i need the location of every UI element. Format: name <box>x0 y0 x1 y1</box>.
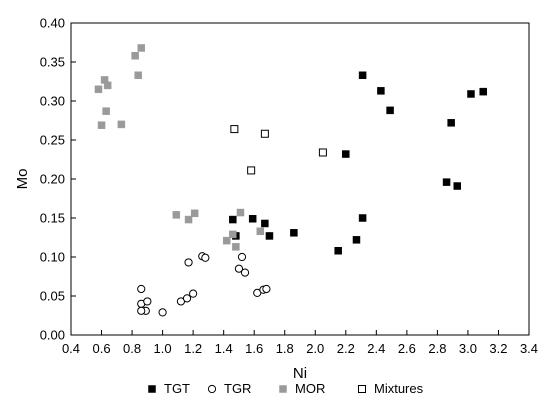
data-point-tgt <box>261 219 269 228</box>
data-point-tgt <box>358 214 367 222</box>
data-point-tgt <box>453 182 461 190</box>
x-tick-label: 2.2 <box>337 341 355 356</box>
legend-item-tgr: TGR <box>207 381 251 396</box>
y-tick-label: 0.10 <box>40 250 65 265</box>
x-tick-label: 2.0 <box>306 341 324 356</box>
x-tick-label: 3.4 <box>520 341 538 356</box>
data-point-tgt <box>290 229 298 237</box>
data-point-mixtures <box>318 148 327 157</box>
data-point-tgr <box>143 297 152 306</box>
data-point-mor <box>190 209 199 218</box>
y-tick-label: 0.30 <box>40 94 65 109</box>
data-point-mor <box>236 208 245 217</box>
data-point-tgt <box>377 87 385 95</box>
legend-label: TGR <box>224 381 251 396</box>
data-point-tgt <box>229 215 237 224</box>
x-tick-label: 0.4 <box>62 341 80 356</box>
x-tick-label: 1.6 <box>245 341 263 356</box>
data-point-mor <box>94 85 103 94</box>
data-point-tgt <box>248 215 257 223</box>
data-point-tgr <box>262 284 271 294</box>
legend-label: MOR <box>295 381 325 396</box>
y-tick-label: 0.40 <box>40 16 65 31</box>
series-mixtures <box>230 125 327 175</box>
data-point-mor <box>134 71 142 80</box>
legend-label: TGT <box>164 381 190 396</box>
legend: TGT TGR MOR Mixtures <box>148 381 424 396</box>
data-point-tgr <box>234 264 244 273</box>
legend-marker-mor <box>279 385 287 393</box>
legend-marker-tgr <box>207 384 217 394</box>
x-tick-label: 3.0 <box>459 341 477 356</box>
x-tick-label: 2.4 <box>367 341 385 356</box>
data-point-tgr <box>240 268 250 277</box>
x-tick-label: 1.0 <box>154 341 172 356</box>
data-point-mor <box>117 120 126 129</box>
data-point-tgt <box>467 90 475 98</box>
x-tick-label: 1.4 <box>215 341 233 356</box>
x-axis-label: Ni <box>293 365 307 382</box>
series-mor <box>94 44 265 251</box>
data-point-tgt <box>358 71 367 80</box>
data-point-mor <box>103 81 112 90</box>
data-point-tgr <box>158 308 167 317</box>
legend-item-mor: MOR <box>279 381 325 396</box>
data-point-tgr <box>201 253 210 262</box>
x-tick-label: 2.8 <box>428 341 446 356</box>
x-tick-label: 0.6 <box>92 341 110 356</box>
data-point-mor <box>222 236 231 245</box>
y-tick-label: 0.25 <box>40 133 65 148</box>
data-point-tgt <box>265 232 274 240</box>
x-tick-label: 1.2 <box>184 341 202 356</box>
y-tick-label: 0.05 <box>40 289 65 304</box>
data-point-mor <box>102 107 110 115</box>
x-tick-label: 0.8 <box>123 341 141 356</box>
y-axis-label: Mo <box>14 169 31 190</box>
data-point-tgr <box>137 306 146 315</box>
data-point-mor <box>137 44 145 52</box>
data-point-mor <box>229 230 237 239</box>
legend-item-tgt: TGT <box>148 381 190 396</box>
data-point-tgt <box>386 106 394 115</box>
data-point-mor <box>232 243 240 251</box>
data-point-tgt <box>447 119 455 127</box>
x-tick-label: 1.8 <box>276 341 294 356</box>
data-point-tgt <box>352 236 361 244</box>
data-point-tgr <box>184 258 193 267</box>
data-point-mor <box>184 215 193 224</box>
data-point-mor <box>97 121 106 129</box>
data-point-mor <box>131 52 139 60</box>
series-tgt <box>229 71 487 255</box>
data-point-mixtures <box>247 166 256 175</box>
x-tick-label: 2.6 <box>398 341 416 356</box>
series-tgr <box>137 252 271 317</box>
y-tick-label: 0.00 <box>40 328 65 343</box>
data-point-tgr <box>237 252 247 262</box>
data-point-tgt <box>334 247 342 255</box>
y-tick-label: 0.20 <box>40 172 65 187</box>
data-point-mixtures <box>260 129 269 138</box>
legend-marker-tgt <box>148 385 156 393</box>
y-tick-label: 0.15 <box>40 211 65 226</box>
data-point-tgt <box>479 87 487 96</box>
x-tick-label: 3.2 <box>489 341 507 356</box>
data-point-tgr <box>182 294 192 303</box>
data-point-tgt <box>442 178 451 186</box>
data-point-tgr <box>137 284 146 294</box>
data-point-tgr <box>189 289 198 298</box>
data-point-mor <box>256 227 265 236</box>
data-point-mixtures <box>230 125 239 134</box>
data-point-tgt <box>342 150 350 158</box>
legend-marker-mixtures <box>358 385 366 393</box>
data-point-mor <box>172 211 181 219</box>
legend-item-mixtures: Mixtures <box>358 381 424 396</box>
legend-label: Mixtures <box>374 381 424 396</box>
y-tick-label: 0.35 <box>40 55 65 70</box>
